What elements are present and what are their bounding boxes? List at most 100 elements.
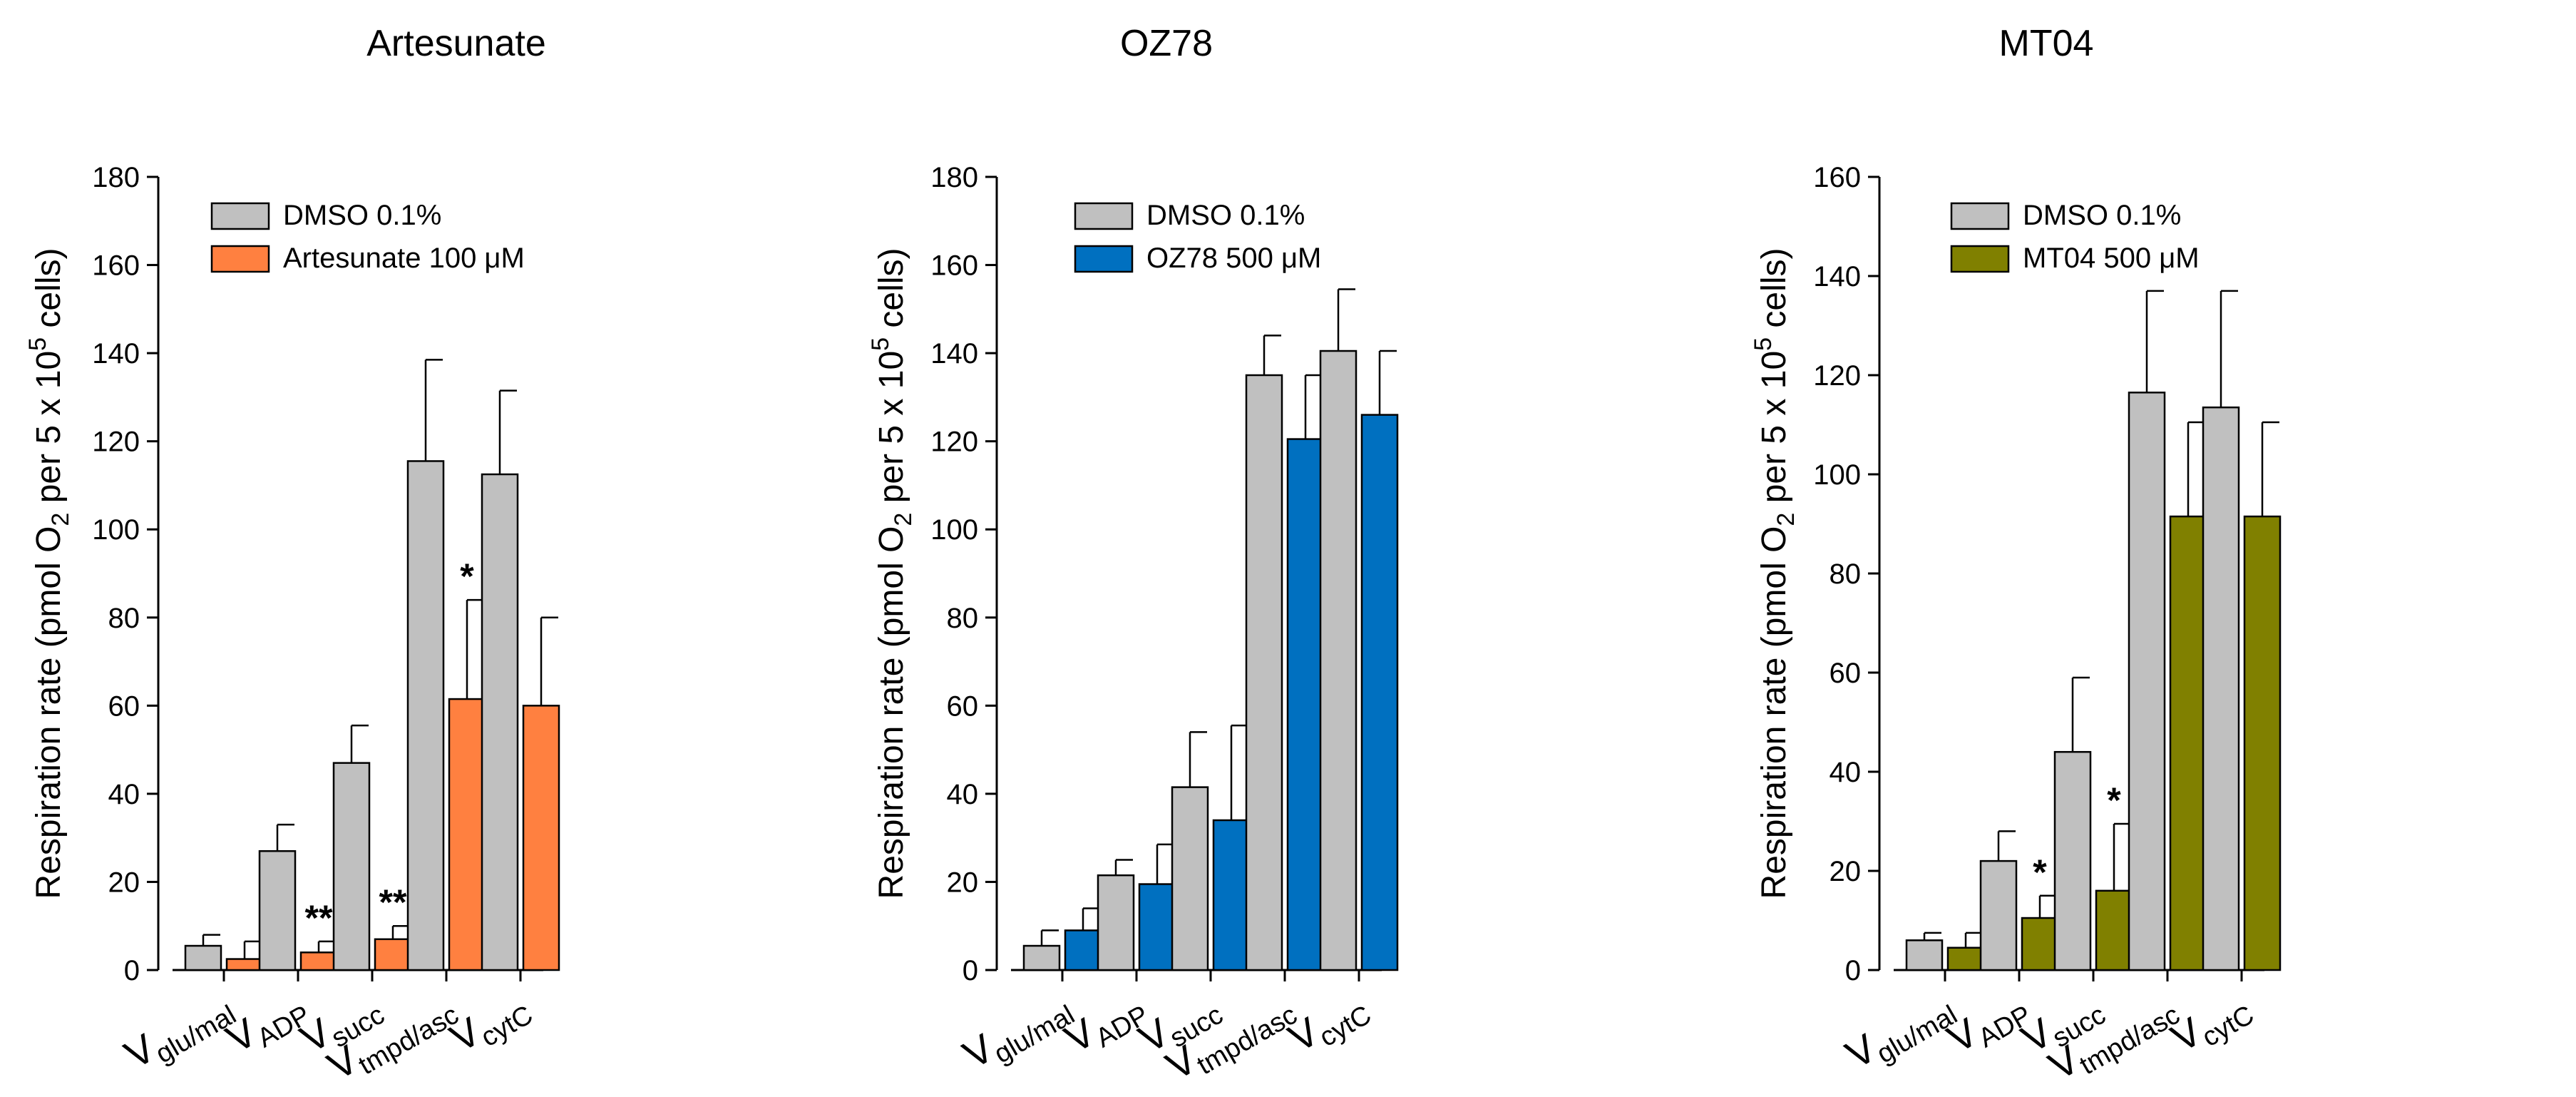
y-tick-label: 100 [92,514,140,546]
y-tick-label: 140 [1813,261,1861,292]
y-tick-label: 180 [92,162,140,193]
y-tick-label: 0 [1845,955,1861,986]
y-axis-label: Respiration rate (pmol O2 per 5 x 105 ce… [867,248,917,899]
legend-swatch [210,202,270,230]
x-category-label: Vtmpd/asc [320,981,464,1094]
legend-label: Artesunate 100 μM [283,243,525,274]
chart-title: MT04 [1999,23,2094,64]
x-category-label: Vglu/mal [1838,981,1962,1083]
bar-treatment [299,951,338,971]
significance-marker: * [460,556,474,596]
bar-control [1022,944,1061,971]
y-tick-label: 120 [92,427,140,458]
x-category-label: VcytC [2163,981,2259,1066]
y-label-text: per 5 x 10 [873,351,910,513]
x-category-label: VcytC [442,981,538,1066]
y-label-text: Respiration rate (pmol O [30,526,68,899]
legend-label: OZ78 500 μM [1146,243,1321,274]
y-label-subscript: 2 [47,513,74,526]
legend-label: DMSO 0.1% [283,200,441,231]
x-category-label: Vglu/mal [117,981,241,1083]
bar-control [1979,859,2018,971]
bar-treatment [1360,414,1399,971]
significance-marker: ** [305,898,333,938]
x-category-label: Vtmpd/asc [1159,981,1303,1094]
y-tick-label: 20 [1830,856,1862,887]
y-tick-label: 120 [930,427,978,458]
y-tick-label: 40 [1830,757,1862,788]
y-label-text: Respiration rate (pmol O [873,526,910,899]
y-tick-label: 0 [963,955,978,986]
bar-treatment [1286,438,1325,971]
y-tick-label: 60 [1830,658,1862,689]
y-label-subscript: 2 [1772,513,1800,526]
bar-control [2202,406,2240,971]
bar-treatment [2169,515,2207,971]
y-label-subscript: 2 [890,513,917,526]
bar-treatment [2243,515,2282,971]
chart-panel-2: OZ78 0 20 40 60 80 100 120 140 160 180 Respiration … [867,23,1399,1094]
y-label-text: Respiration rate (pmol O [1755,526,1793,899]
y-tick-label: 0 [124,955,140,986]
y-tick-label: 160 [930,250,978,282]
bar-treatment [448,698,486,971]
bar-control [1319,349,1358,971]
significance-marker: * [2107,780,2121,820]
legend-swatch [1950,202,2010,230]
y-tick-label: 80 [947,603,979,634]
bar-control [1171,786,1209,971]
x-category-label: VcytC [1281,981,1376,1066]
y-tick-label: 140 [930,338,978,369]
bar-treatment [1064,929,1102,971]
legend-label: DMSO 0.1% [2023,200,2181,231]
y-label-text: cells) [873,248,910,337]
y-label-text: cells) [1755,248,1793,337]
bar-control [2128,392,2166,971]
x-category-label: Vtmpd/asc [2041,981,2185,1094]
bar-control [332,762,371,971]
legend-swatch [210,245,270,273]
y-tick-label: 140 [92,338,140,369]
y-tick-label: 80 [1830,558,1862,590]
y-tick-label: 60 [947,690,979,722]
significance-marker: * [2033,852,2047,892]
y-tick-label: 40 [947,779,979,810]
bar-control [1245,374,1283,971]
y-label-text: per 5 x 10 [30,351,68,513]
y-tick-label: 120 [1813,360,1861,392]
bar-control [184,944,222,971]
y-label-superscript: 5 [1750,337,1777,351]
bar-control [1097,874,1135,971]
bar-treatment [522,705,560,971]
y-axis-label: Respiration rate (pmol O2 per 5 x 105 ce… [24,248,74,899]
bar-treatment [1212,819,1251,971]
bar-control [406,460,445,971]
y-axis-label: Respiration rate (pmol O2 per 5 x 105 ce… [1750,248,1800,899]
significance-marker: ** [379,882,407,922]
legend-swatch [1074,245,1134,273]
y-tick-label: 20 [108,867,140,898]
bar-treatment [2095,889,2133,971]
legend-swatch [1950,245,2010,273]
bar-control [2053,750,2092,971]
y-tick-label: 60 [108,690,140,722]
y-tick-label: 100 [930,514,978,546]
y-tick-label: 160 [1813,162,1861,193]
y-label-superscript: 5 [24,337,51,351]
bar-treatment [1138,883,1176,971]
y-tick-label: 160 [92,250,140,282]
chart-panel-3: MT04 0 20 40 60 80 100 120 140 160 Respiration rat… [1750,23,2282,1094]
bar-treatment [374,938,412,971]
bar-treatment [2021,917,2059,971]
legend-swatch [1074,202,1134,230]
y-label-superscript: 5 [867,337,894,351]
y-label-text: per 5 x 10 [1755,351,1793,513]
x-category-label: Vglu/mal [955,981,1079,1083]
chart-panel-1: Artesunate 0 20 40 60 80 100 120 140 160 180 Respir… [24,23,560,1094]
chart-title: Artesunate [366,23,546,64]
bar-control [481,473,519,971]
y-tick-label: 100 [1813,459,1861,491]
bar-control [1905,939,1944,971]
legend-label: DMSO 0.1% [1146,200,1305,231]
